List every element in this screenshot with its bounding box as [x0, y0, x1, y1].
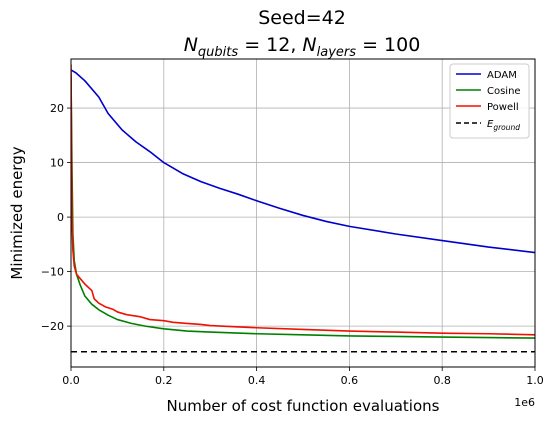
legend-label-powell: Powell	[487, 102, 519, 113]
chart-subtitle: Nqubits = 12, Nlayers = 100	[184, 34, 421, 60]
chart-title: Seed=42	[258, 7, 346, 29]
y-tick-label: 20	[50, 102, 64, 115]
y-axis-label: Minimized energy	[8, 146, 26, 279]
y-tick-label: 10	[50, 157, 64, 170]
x-tick-label: 1.0	[526, 374, 544, 387]
legend-label-adam: ADAM	[487, 70, 517, 81]
legend: ADAM Cosine Powell Eground	[449, 63, 530, 139]
y-tick-label: −20	[41, 320, 64, 333]
y-tick-label: 0	[57, 211, 64, 224]
subtitle-qubits-subscript: qubits	[198, 45, 238, 60]
axis-ticks: 0.0 0.2 0.4 0.6 0.8 1.0 −20 −10 0 10 20	[41, 102, 544, 387]
x-tick-label: 0.4	[248, 374, 266, 387]
y-tick-label: −10	[41, 266, 64, 279]
subtitle-n-qubits-symbol: N	[184, 34, 198, 56]
x-tick-label: 0.0	[62, 374, 80, 387]
x-axis-label: Number of cost function evaluations	[167, 397, 440, 415]
x-tick-label: 0.8	[433, 374, 451, 387]
x-tick-label: 0.6	[341, 374, 359, 387]
legend-label-ground: Eground	[487, 119, 520, 132]
legend-box	[449, 63, 530, 139]
plot-frame	[70, 58, 536, 368]
x-offset-label: 1e6	[514, 396, 535, 409]
subtitle-layers-subscript: layers	[317, 45, 357, 60]
series-line-adam	[71, 69, 535, 254]
x-tick-label: 0.2	[155, 374, 173, 387]
subtitle-layers-value: = 100	[356, 34, 420, 56]
subtitle-n-layers-symbol: N	[302, 34, 316, 56]
subtitle-qubits-value: = 12,	[238, 34, 302, 56]
data-series	[71, 64, 535, 353]
legend-label-cosine: Cosine	[487, 86, 521, 97]
series-line-powell	[71, 64, 535, 336]
